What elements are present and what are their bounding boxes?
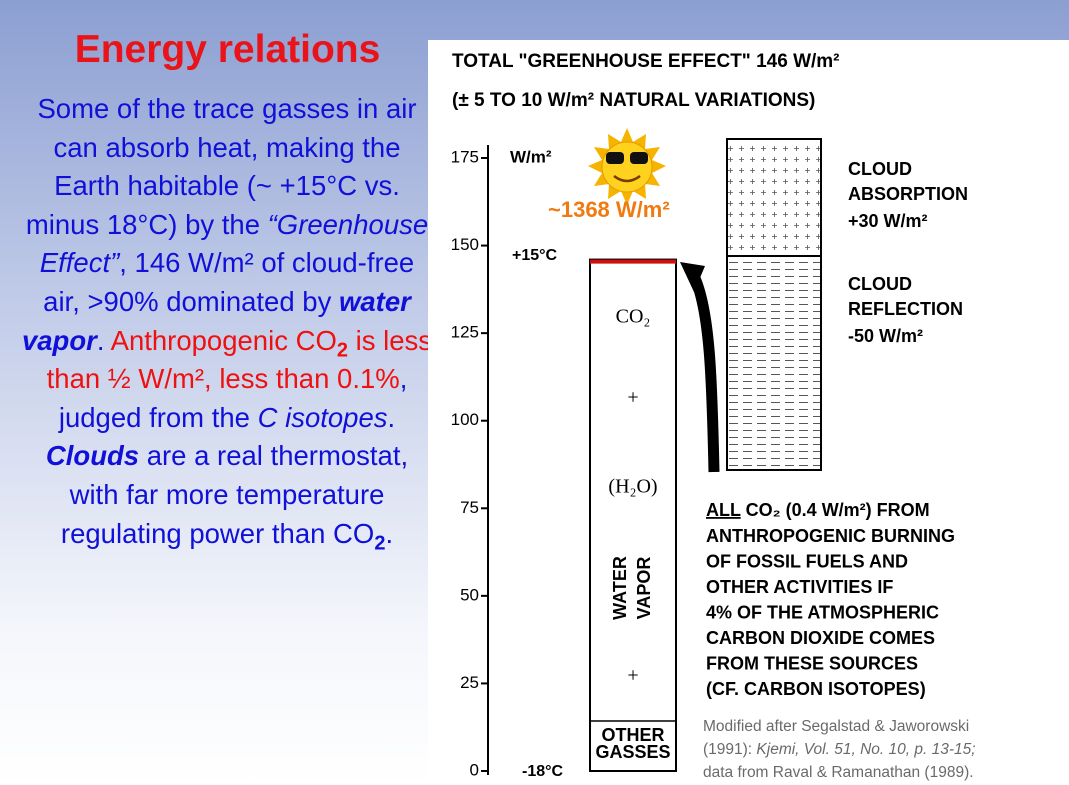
y-tick-label: 175	[451, 147, 479, 166]
smile	[613, 174, 641, 183]
text-run: 2	[374, 532, 386, 555]
text-run: 2	[336, 339, 348, 362]
note: OTHER ACTIVITIES IF	[706, 577, 893, 597]
credit-part: (1991):	[703, 741, 756, 758]
note: CARBON DIOXIDE COMES	[706, 628, 935, 648]
arrow	[688, 273, 720, 473]
cloud-label: REFLECTION	[848, 299, 963, 319]
temp-label: +15°C	[512, 247, 558, 264]
text-run: .	[387, 401, 396, 433]
credit: data from Raval & Ramanathan (1989).	[703, 764, 974, 781]
note-part: ALL	[706, 500, 741, 520]
text-run: is less than ½ W/m², less than 0.1%	[46, 324, 433, 395]
unit: W/m²	[510, 147, 552, 166]
greenhouse-bar	[589, 258, 677, 772]
text-run: Anthropogenic CO	[104, 324, 337, 356]
y-tick-label: 100	[451, 410, 479, 429]
credit-part: Kjemi, Vol. 51, No. 10, p. 13-15;	[756, 741, 975, 758]
cloud-label: ABSORPTION	[848, 184, 968, 204]
description: Some of the trace gasses in air can abso…	[18, 90, 436, 553]
cloud-label: -50 W/m²	[848, 326, 923, 346]
text-run: C isotopes	[257, 401, 388, 433]
text-run: “Greenhouse Effect”	[39, 208, 429, 279]
slide-title: Energy relations	[74, 28, 381, 71]
temp-label: -18°C	[522, 763, 564, 780]
sun	[588, 128, 666, 205]
note: FROM THESE SOURCES	[706, 653, 918, 673]
y-tick-label: 25	[460, 673, 479, 692]
credit: Modified after Segalstad & Jaworowski	[703, 718, 969, 735]
sunglasses	[606, 152, 624, 164]
cloud-label: CLOUD	[848, 274, 912, 294]
other-gasses-label: GASSES	[595, 742, 670, 762]
cloud-label: +30 W/m²	[848, 211, 928, 231]
note-part: CO₂ (0.4 W/m²) FROM	[741, 500, 930, 520]
y-tick-label: 0	[470, 760, 479, 779]
bar-label: CO₂	[616, 306, 651, 328]
sun-face	[601, 141, 653, 193]
note: OF FOSSIL FUELS AND	[706, 551, 908, 571]
bar-label: +	[627, 387, 638, 409]
water-vapor-label: VAPOR	[634, 557, 654, 620]
note: (CF. CARBON ISOTOPES)	[706, 679, 926, 699]
note: 4% OF THE ATMOSPHERIC	[706, 602, 939, 622]
bar-label: +	[627, 665, 638, 687]
text-run: , judged from the	[58, 363, 408, 433]
note: ANTHROPOGENIC BURNING	[706, 526, 955, 546]
y-tick-label: 125	[451, 323, 479, 342]
text-run: .	[385, 517, 394, 549]
text-run: , 146 W/m² of cloud-free air, >90% domin…	[43, 247, 415, 317]
cloud-label: CLOUD	[848, 159, 912, 179]
bar-label: (H₂O)	[608, 476, 657, 498]
sunglasses	[630, 152, 648, 164]
text-run: are a real thermostat, with far more tem…	[60, 440, 409, 549]
cloud-reflection-box	[726, 255, 822, 471]
credit: (1991): Kjemi, Vol. 51, No. 10, p. 13-15…	[703, 741, 976, 758]
y-tick-label: 75	[460, 498, 479, 517]
header: TOTAL "GREENHOUSE EFFECT" 146 W/m²	[452, 51, 840, 72]
y-tick-label: 50	[460, 585, 479, 604]
text-run: water vapor	[21, 285, 411, 356]
text-run: Some of the trace gasses in air can abso…	[25, 93, 417, 240]
text-run: Clouds	[45, 440, 140, 472]
cloud-absorption-box	[726, 138, 822, 257]
text-run: .	[96, 324, 105, 356]
ticks: 0 25 50 75 100 125 150 175	[451, 147, 488, 779]
arrow-head	[680, 262, 705, 292]
water-vapor-label: WATER	[610, 556, 630, 620]
solar-label: ~1368 W/m²	[548, 197, 670, 222]
note: ALL CO₂ (0.4 W/m²) FROM	[706, 500, 930, 520]
other-gasses-label: OTHER	[602, 725, 665, 745]
y-tick-label: 150	[451, 235, 479, 254]
header: (± 5 TO 10 W/m² NATURAL VARIATIONS)	[452, 90, 815, 111]
